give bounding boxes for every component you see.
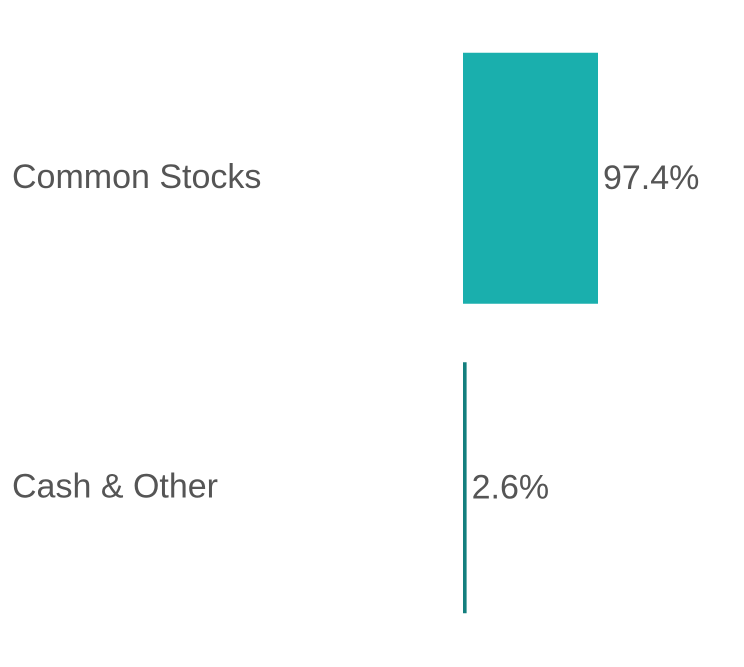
bar	[463, 52, 598, 304]
category-label: Cash & Other	[12, 468, 218, 506]
category-label: Common Stocks	[12, 158, 261, 196]
value-label: 2.6%	[472, 469, 550, 507]
bar	[463, 362, 467, 614]
value-label: 97.4%	[603, 159, 699, 197]
